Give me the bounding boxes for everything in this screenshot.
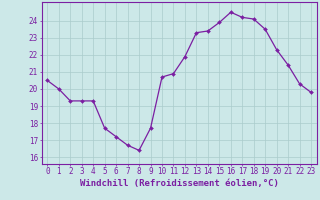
X-axis label: Windchill (Refroidissement éolien,°C): Windchill (Refroidissement éolien,°C) <box>80 179 279 188</box>
